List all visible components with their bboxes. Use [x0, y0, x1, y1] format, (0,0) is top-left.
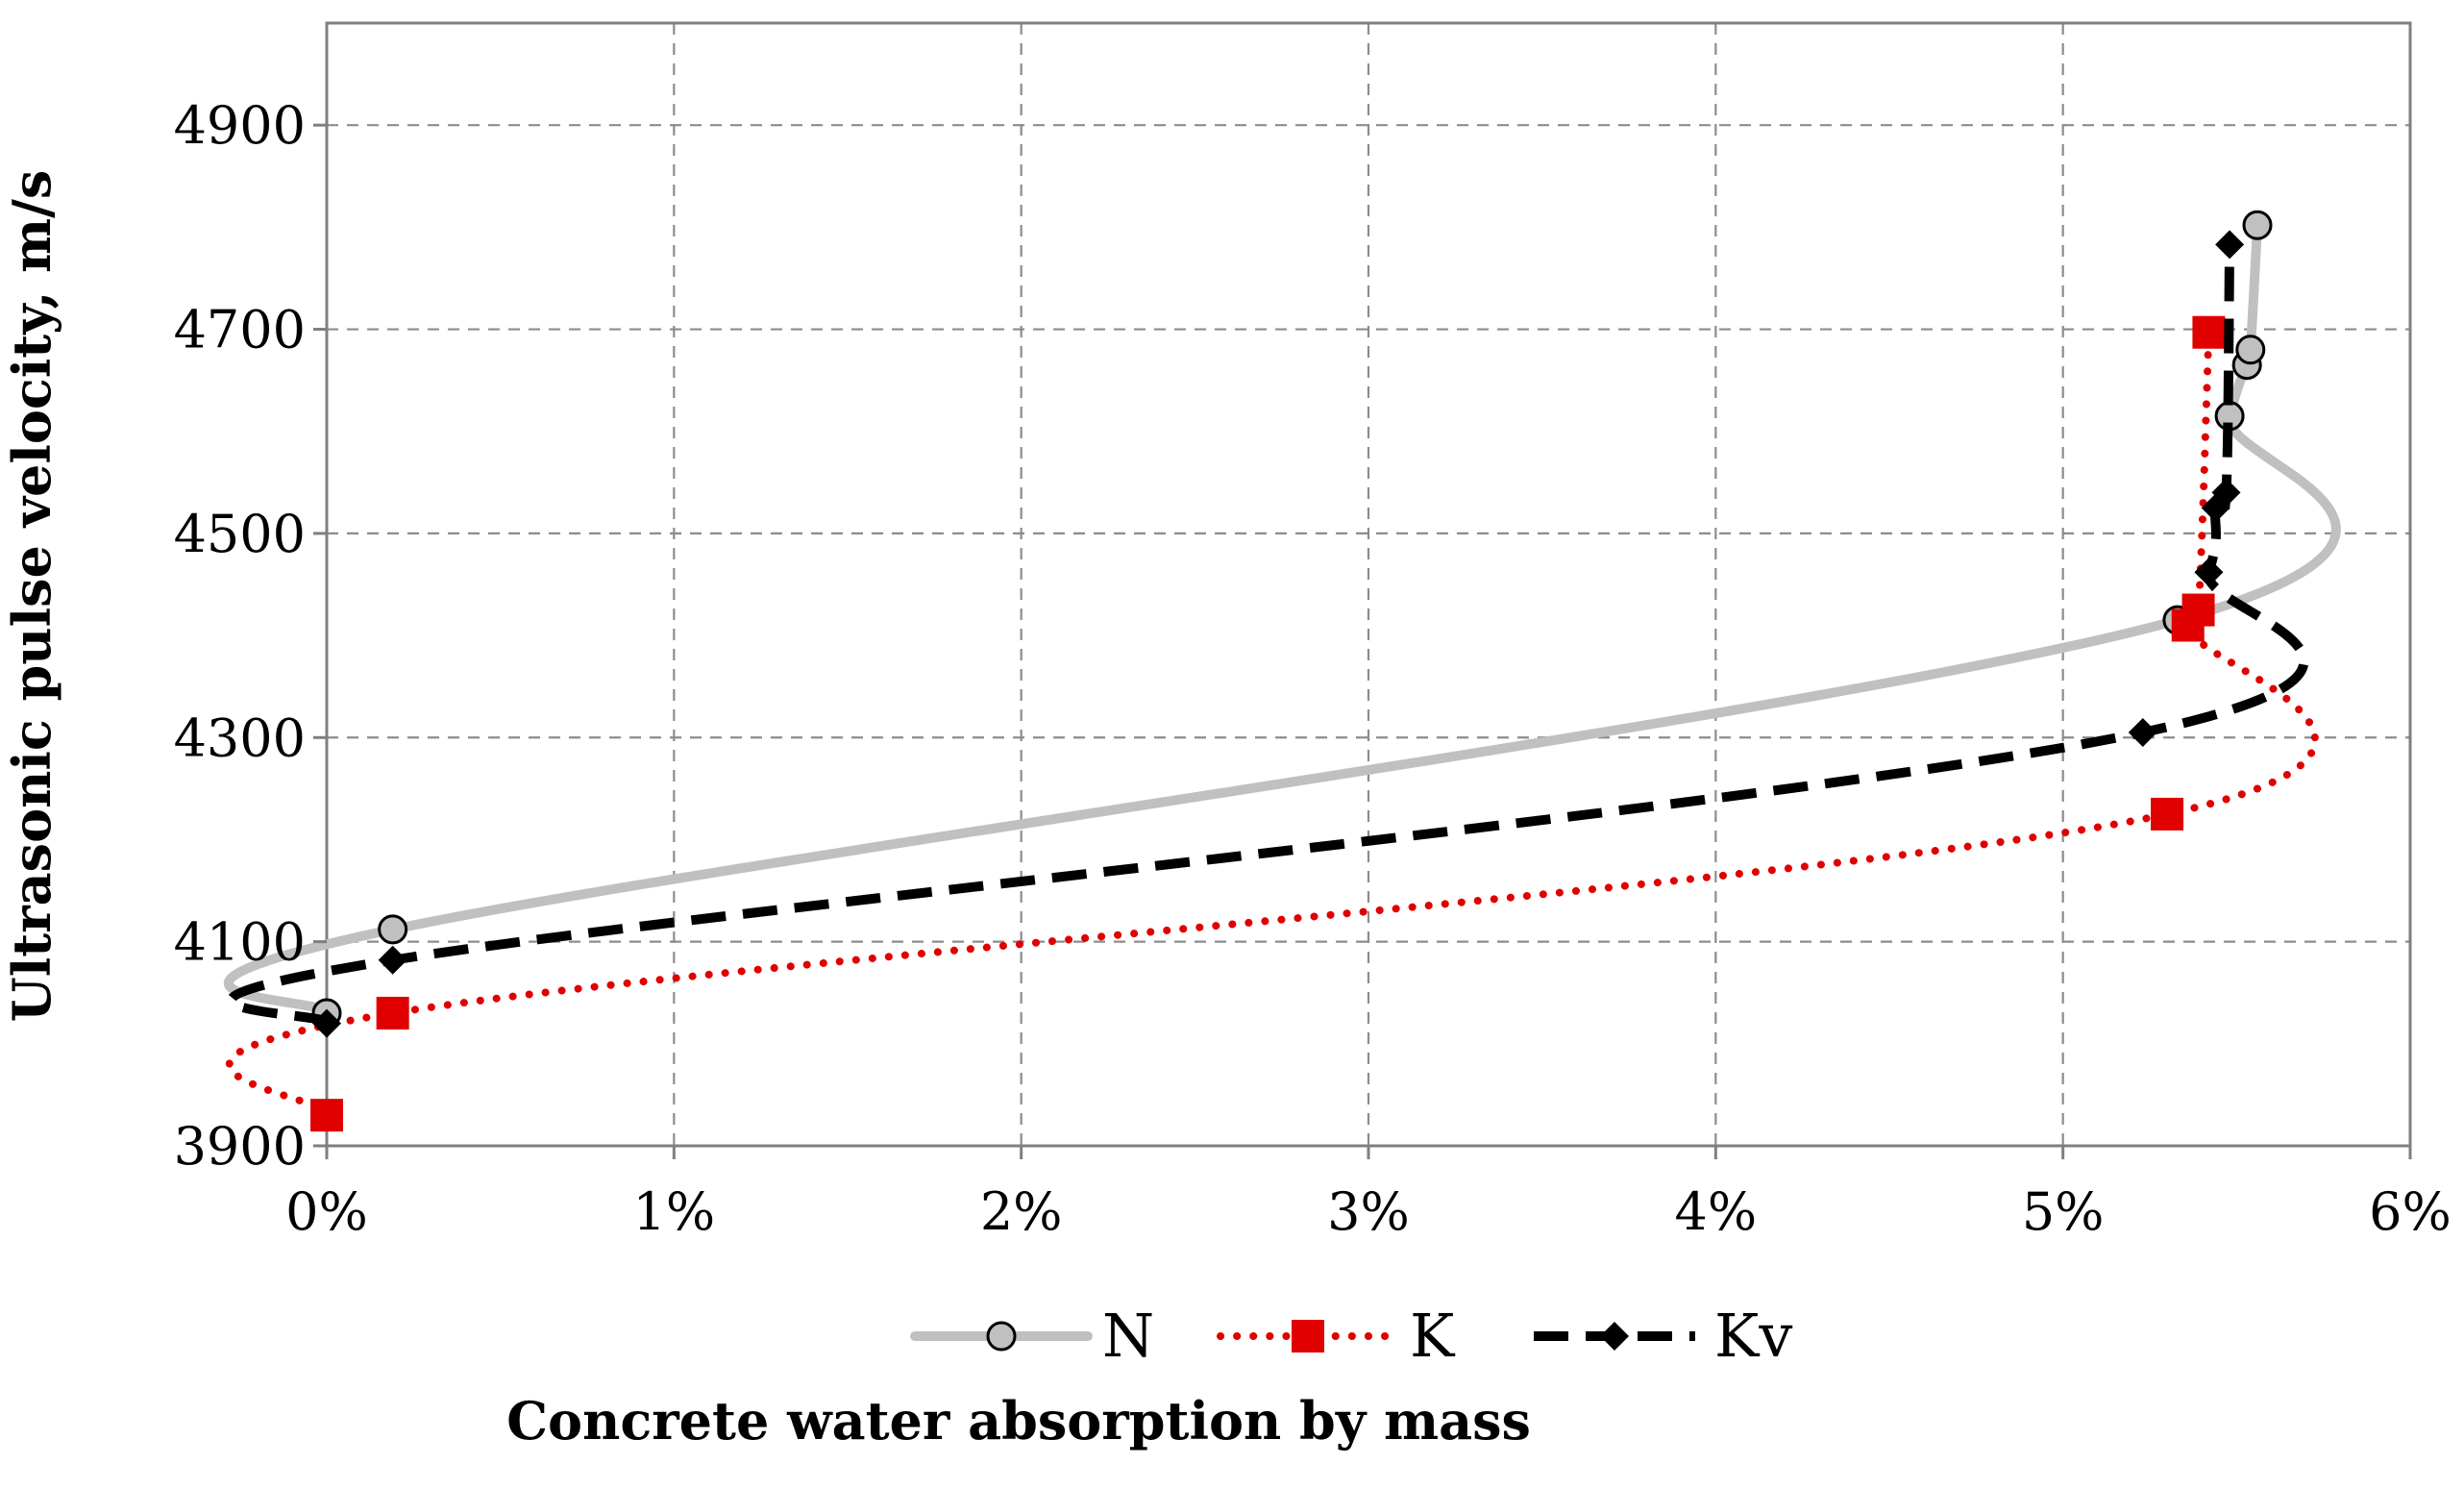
data-point-kv [312, 1008, 341, 1038]
y-tick-label: 4900 [174, 95, 306, 156]
data-point-kv-legend [1600, 1322, 1629, 1351]
legend-label-k: K [1410, 1301, 1456, 1371]
data-point-kv [2211, 478, 2241, 508]
data-point-k [2151, 797, 2184, 831]
y-tick-label: 4100 [174, 912, 306, 973]
grid-lines [327, 23, 2410, 1146]
legend-item-n[interactable]: N [910, 1301, 1154, 1371]
x-tick-label: 4% [1674, 1181, 1757, 1242]
series-group [223, 210, 2341, 1132]
data-point-n [2235, 335, 2266, 365]
legend-marker-kv [1600, 1322, 1629, 1351]
legend-label-kv: Kv [1714, 1301, 1792, 1371]
y-tick-label: 3900 [174, 1116, 306, 1177]
x-tick-label: 3% [1327, 1181, 1410, 1242]
legend-label-n: N [1102, 1301, 1154, 1371]
data-point-k [376, 996, 409, 1030]
x-axis-title: Concrete water absorption by mass [506, 1390, 1531, 1452]
data-point-k-legend [1292, 1320, 1324, 1353]
data-point-k [310, 1099, 343, 1132]
x-tick-label: 5% [2022, 1181, 2105, 1242]
series-kv [226, 230, 2309, 1038]
data-point-n-legend [986, 1321, 1017, 1352]
y-tick-label: 4500 [174, 504, 306, 564]
x-tick-label: 1% [632, 1181, 715, 1242]
y-tick-label: 4300 [174, 707, 306, 768]
data-point-n [378, 914, 408, 945]
y-axis-title: Ultrasonic pulse velocity, m/s [1, 170, 62, 1023]
data-point-kv [2194, 558, 2224, 587]
legend-item-k[interactable]: K [1217, 1301, 1456, 1371]
data-point-k [2181, 593, 2215, 627]
series-line-n [223, 220, 2341, 1018]
y-tick-label: 4700 [174, 300, 306, 360]
data-point-k [2192, 315, 2226, 349]
x-tick-label: 0% [285, 1181, 368, 1242]
series-n [223, 210, 2341, 1029]
legend: N K Kv [910, 1301, 1792, 1371]
data-point-kv [378, 945, 407, 975]
x-tick-label: 2% [980, 1181, 1063, 1242]
data-point-n [2242, 210, 2273, 240]
legend-marker-k [1292, 1320, 1324, 1353]
tick-labels: 0% 1% 2% 3% 4% 5% 6% 3900 4100 4300 4500 4700 4900 [174, 95, 2452, 1242]
series-line-k [225, 328, 2319, 1120]
legend-marker-n [986, 1321, 1017, 1352]
x-tick-label: 6% [2369, 1181, 2452, 1242]
series-k [225, 315, 2319, 1132]
data-point-kv [2215, 230, 2245, 260]
data-point-kv [2128, 717, 2157, 747]
series-line-kv [226, 244, 2309, 1029]
legend-item-kv[interactable]: Kv [1534, 1301, 1792, 1371]
